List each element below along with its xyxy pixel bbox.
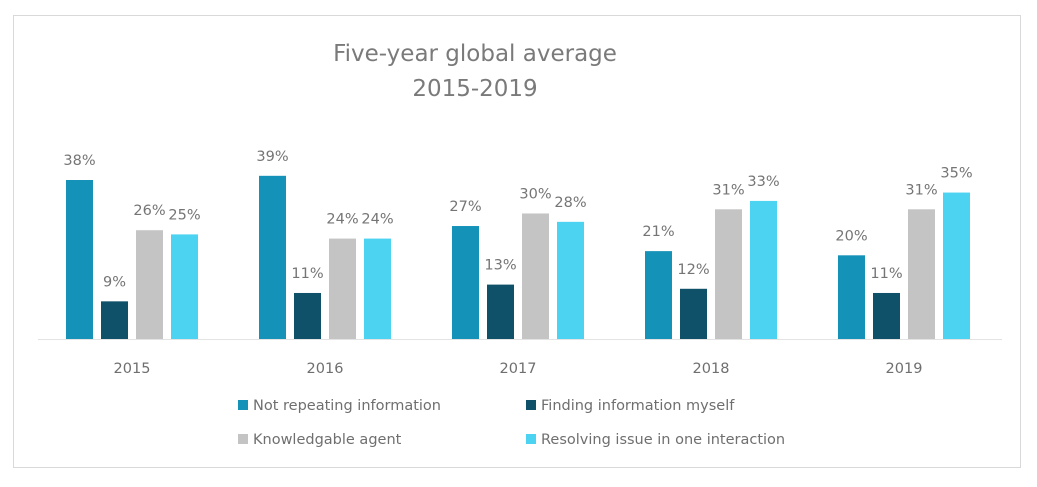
x-tick-label: 2018 [693, 361, 730, 377]
data-label: 31% [905, 182, 937, 198]
bar-2018-knowledgable-agent [715, 209, 742, 339]
x-tick-label: 2016 [307, 361, 344, 377]
legend-swatch [526, 400, 536, 410]
bar-2018-finding-information-myself [680, 288, 707, 339]
data-label: 33% [747, 174, 779, 190]
legend-label: Resolving issue in one interaction [541, 432, 785, 448]
data-label: 11% [291, 266, 323, 282]
data-label: 9% [103, 274, 126, 290]
data-label: 39% [256, 149, 288, 165]
legend-label: Finding information myself [541, 398, 735, 414]
bar-2015-not-repeating-information [66, 180, 93, 339]
bar-2018-resolving-issue-in-one-interaction [750, 200, 777, 339]
data-label: 25% [168, 207, 200, 223]
x-tick-label: 2015 [114, 361, 151, 377]
data-label: 24% [326, 212, 358, 228]
bar-2016-finding-information-myself [294, 292, 321, 339]
bar-2017-resolving-issue-in-one-interaction [557, 221, 584, 339]
data-label: 12% [677, 262, 709, 278]
data-label: 28% [554, 195, 586, 211]
bar-2016-resolving-issue-in-one-interaction [364, 238, 391, 339]
data-label: 31% [712, 182, 744, 198]
bar-2015-finding-information-myself [101, 301, 128, 339]
legend-swatch [238, 400, 248, 410]
bars-layer: 38% 9% 26% 25% 39% 11% 24% 24% 27% 13% 30%28% 21% 12… [63, 149, 973, 339]
data-label: 13% [484, 258, 516, 274]
data-label: 21% [642, 224, 674, 240]
legend-swatch [238, 434, 248, 444]
data-label: 20% [835, 228, 867, 244]
legend: Not repeating information Finding informa… [238, 398, 785, 448]
data-label: 11% [870, 266, 902, 282]
bar-2018-not-repeating-information [645, 251, 672, 339]
bar-2016-not-repeating-information [259, 175, 286, 339]
chart-title: Five-year global average [333, 41, 617, 67]
data-label: 30% [519, 186, 551, 202]
data-label: 35% [940, 166, 972, 182]
bar-2019-finding-information-myself [873, 292, 900, 339]
chart-subtitle: 2015-2019 [412, 76, 537, 102]
bar-2016-knowledgable-agent [329, 238, 356, 339]
bar-2015-knowledgable-agent [136, 230, 163, 339]
x-tick-label: 2017 [500, 361, 537, 377]
bar-2019-not-repeating-information [838, 255, 865, 339]
data-label: 38% [63, 153, 95, 169]
x-tick-label: 2019 [886, 361, 923, 377]
data-label: 24% [361, 212, 393, 228]
bar-2017-finding-information-myself [487, 284, 514, 339]
x-axis-ticks: 2015 2016 2017 2018 2019 [114, 361, 923, 377]
bar-2017-knowledgable-agent [522, 213, 549, 339]
legend-swatch [526, 434, 536, 444]
bar-2015-resolving-issue-in-one-interaction [171, 234, 198, 339]
data-label: 26% [133, 203, 165, 219]
bar-2019-resolving-issue-in-one-interaction [943, 192, 970, 339]
legend-label: Knowledgable agent [253, 432, 402, 448]
bar-2019-knowledgable-agent [908, 209, 935, 339]
bar-2017-not-repeating-information [452, 226, 479, 339]
legend-label: Not repeating information [253, 398, 441, 414]
data-label: 27% [449, 199, 481, 215]
